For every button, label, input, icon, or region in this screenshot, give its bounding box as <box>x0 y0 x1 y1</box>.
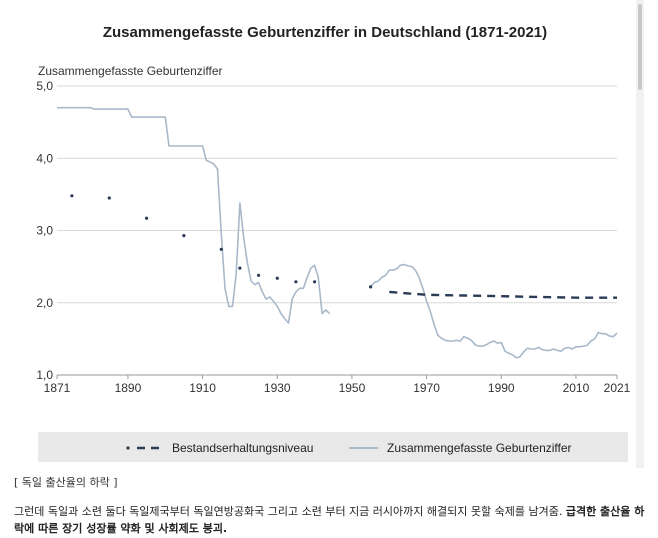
y-tick-label: 5,0 <box>36 79 53 93</box>
y-tick-label: 4,0 <box>36 151 53 165</box>
y-tick-label: 2,0 <box>36 296 53 310</box>
replacement-dot <box>313 280 317 284</box>
body-paragraph: 그런데 독일과 소련 둘다 독일제국부터 독일연방공화국 그리고 소련 부터 지… <box>14 503 646 537</box>
replacement-dashed-line <box>389 290 617 299</box>
y-axis-label: Zusammengefasste Geburtenziffer <box>38 64 223 78</box>
chart-figure: Zusammengefasste Geburtenziffer in Deuts… <box>36 0 644 468</box>
body-text-strong: 급격한 출산율 하락에 따른 장기 성장률 약화 및 사회제도 붕괴. <box>14 505 645 535</box>
x-tick-label: 1990 <box>488 381 515 395</box>
body-text-plain: 그런데 독일과 소련 둘다 독일제국부터 독일연방공화국 그리고 소련 부터 지… <box>14 505 566 518</box>
x-tick-label: 1950 <box>339 381 366 395</box>
x-tick-label: 1890 <box>115 381 142 395</box>
series-layer <box>57 106 618 359</box>
x-tick-labels: 1871 1890 1910 1930 1950 1970 1990 2010 2021 <box>44 375 631 395</box>
replacement-dot <box>275 276 279 280</box>
grid-lines <box>57 85 617 376</box>
legend-dot-marker <box>126 446 130 450</box>
legend-label-replacement: Bestandserhaltungsniveau <box>172 441 313 455</box>
chart-title: Zusammengefasste Geburtenziffer in Deuts… <box>103 24 547 41</box>
replacement-dot <box>369 285 373 289</box>
x-tick-label: 1970 <box>413 381 440 395</box>
scrollbar[interactable] <box>636 0 644 468</box>
legend: Bestandserhaltungsniveau Zusammengefasst… <box>38 432 628 462</box>
replacement-dot <box>70 194 74 198</box>
x-tick-label: 1910 <box>189 381 216 395</box>
y-tick-label: 3,0 <box>36 224 53 238</box>
birth-rate-chart: Zusammengefasste Geburtenziffer in Deuts… <box>36 24 631 462</box>
rate-series-line <box>369 263 618 359</box>
x-tick-label: 1930 <box>264 381 291 395</box>
scrollbar-thumb[interactable] <box>638 4 642 90</box>
x-tick-label: 1871 <box>44 381 71 395</box>
rate-series-line <box>57 106 331 324</box>
y-tick-label: 1,0 <box>36 368 53 382</box>
replacement-dot <box>238 266 242 270</box>
replacement-dot <box>182 234 186 238</box>
legend-background <box>38 432 628 462</box>
replacement-dot <box>294 280 298 284</box>
x-tick-label: 2021 <box>604 381 631 395</box>
x-tick-label: 2010 <box>563 381 590 395</box>
replacement-dot <box>219 247 223 251</box>
replacement-dot <box>145 216 149 220</box>
legend-label-rate: Zusammengefasste Geburtenziffer <box>387 441 572 455</box>
figure-caption: [ 독일 출산율의 하락 ] <box>14 476 118 489</box>
replacement-dot <box>107 196 111 200</box>
y-tick-labels: 5,0 4,0 3,0 2,0 1,0 <box>36 79 53 382</box>
replacement-dot <box>257 273 261 277</box>
